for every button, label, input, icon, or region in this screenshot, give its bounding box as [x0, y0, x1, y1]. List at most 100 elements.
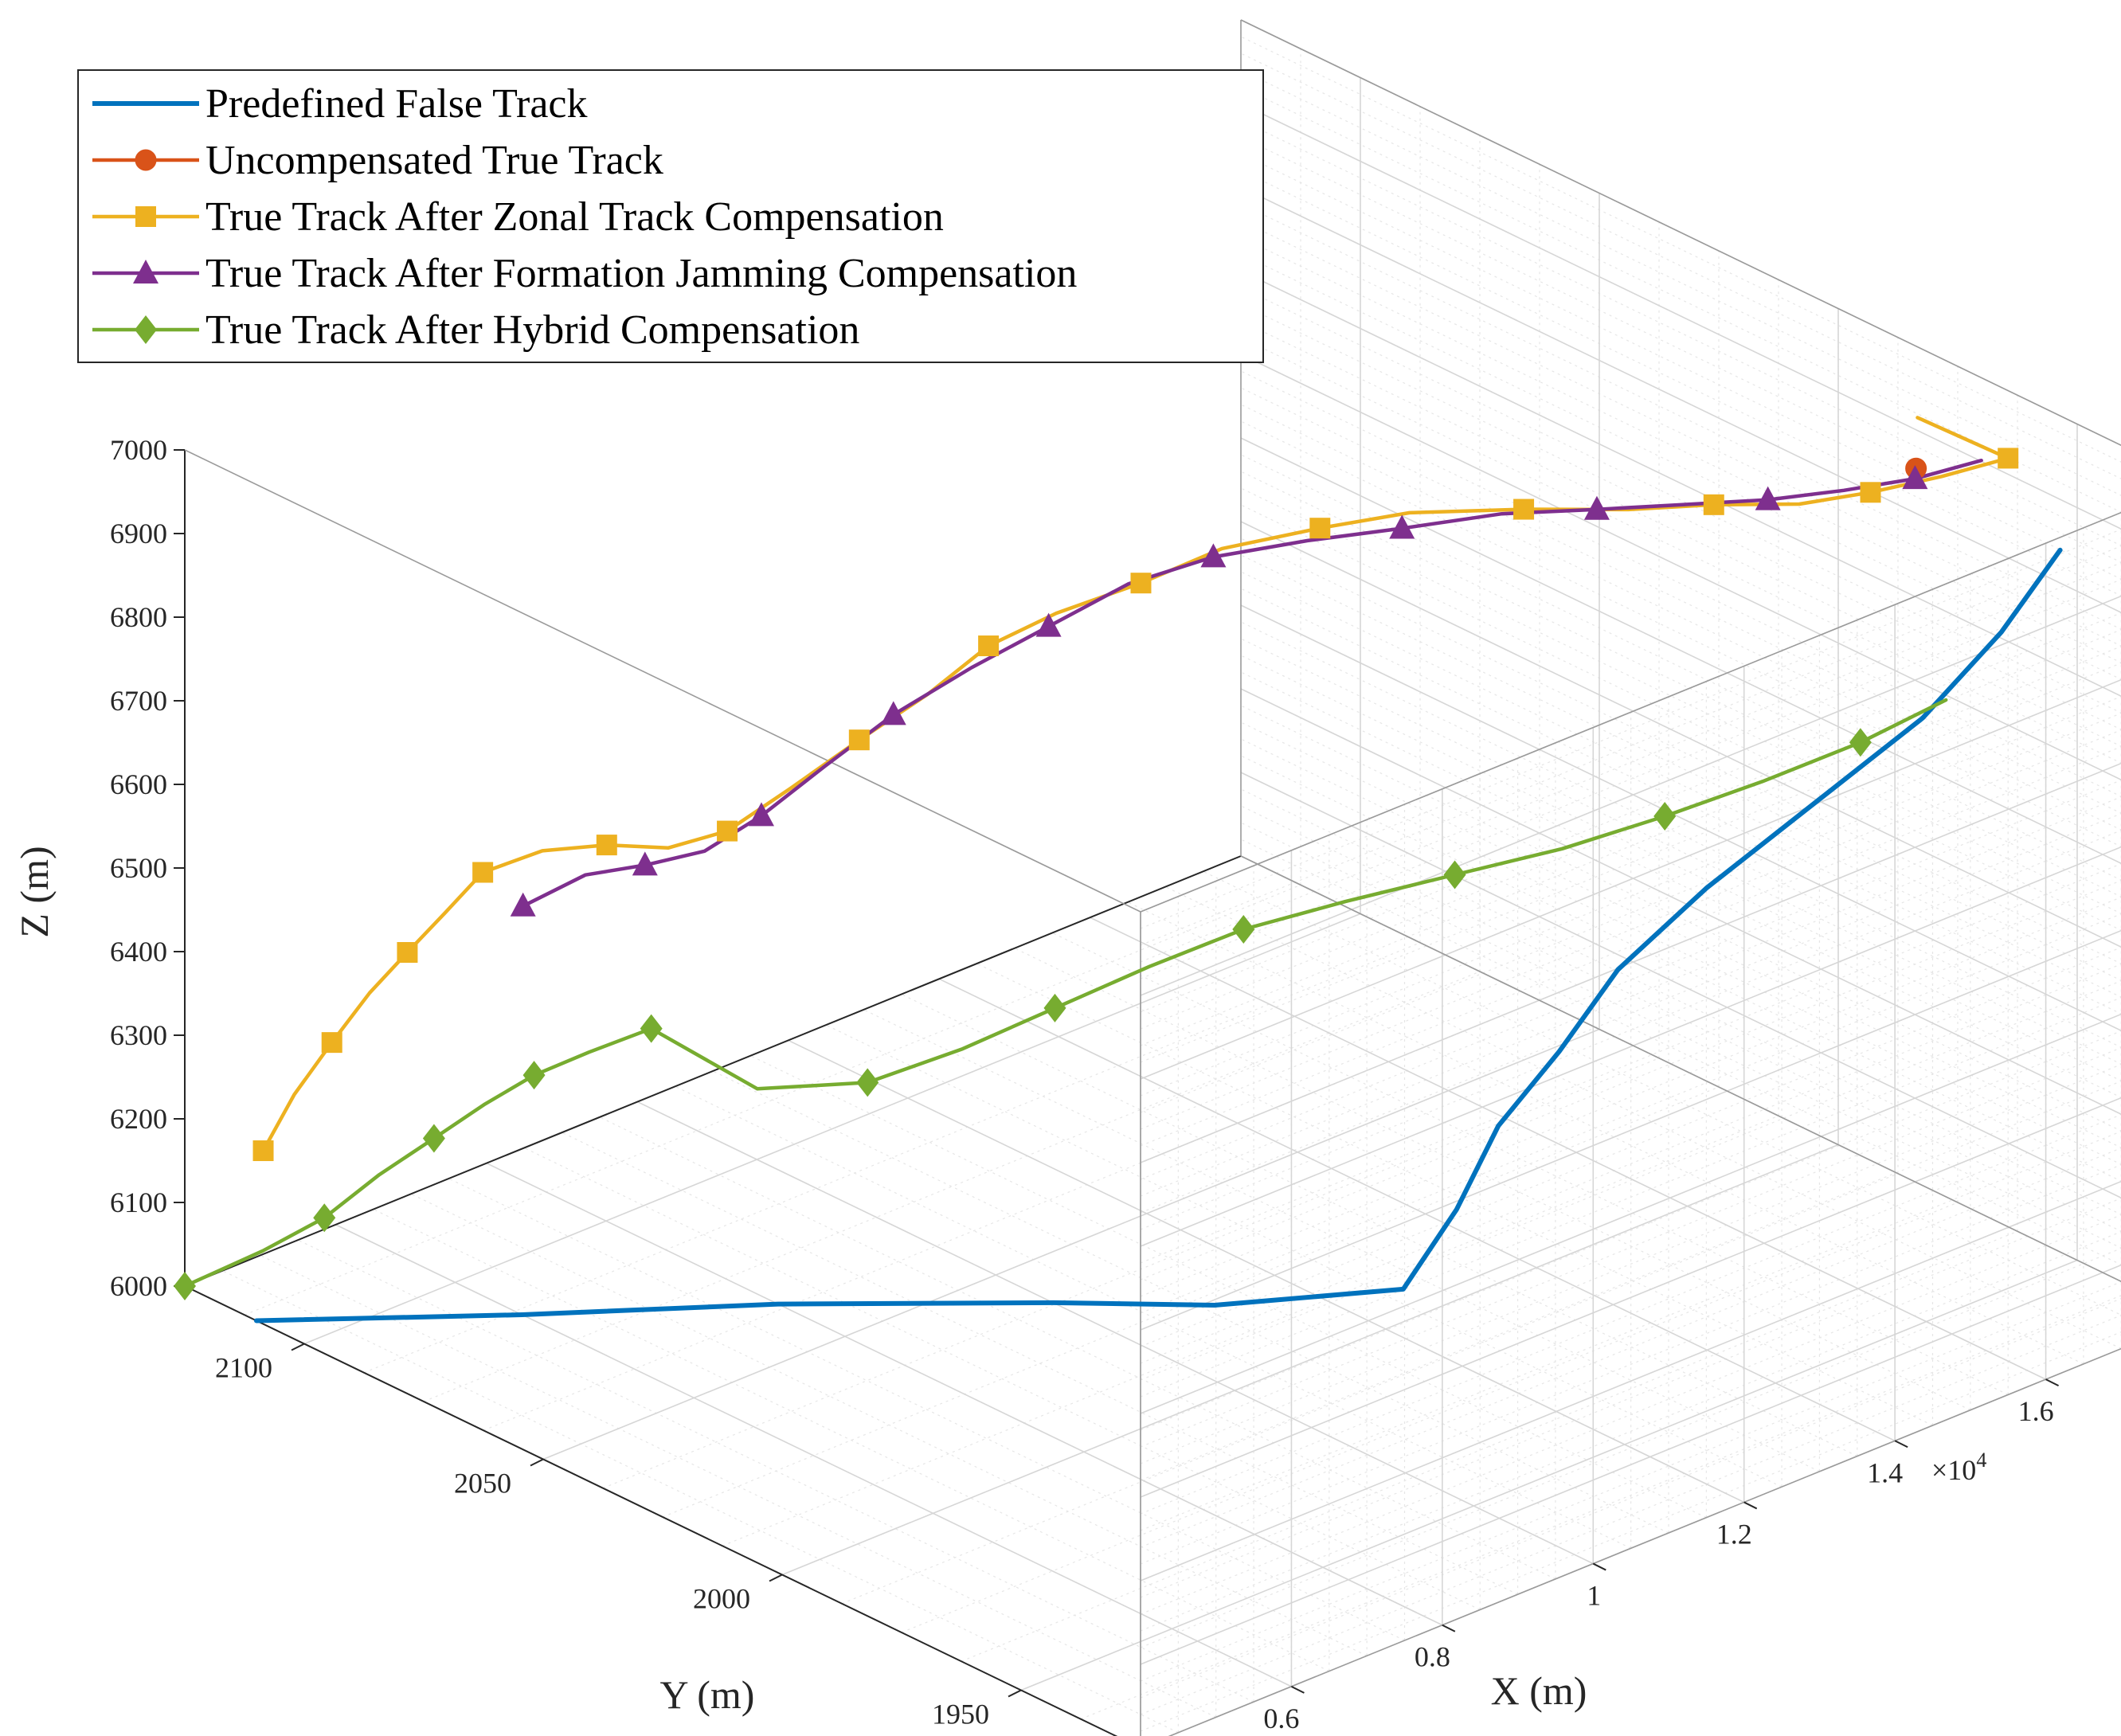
z-tick-label: 6000 [110, 1270, 167, 1302]
grid-minor-line [901, 994, 1858, 1457]
frame-edge [1240, 19, 2121, 446]
grid-minor-line [1140, 1148, 2121, 1548]
grid-major-line [1140, 1264, 2121, 1665]
grid-major-line [1240, 688, 2121, 1115]
series-marker-diamond [1443, 860, 1466, 890]
grid-major-line [303, 913, 1361, 1345]
series-layer [182, 416, 2063, 1324]
grid-minor-line [1140, 545, 2121, 946]
grid-minor-line [1240, 705, 2121, 1132]
grid-minor-line [562, 1132, 1518, 1595]
grid-minor-line [662, 1086, 1720, 1518]
grid-major-line [1240, 855, 2121, 1282]
grid-minor-line [1240, 621, 2121, 1048]
series-marker-diamond [640, 1014, 663, 1043]
grid-minor-line [1240, 237, 2121, 663]
grid-major-line [1140, 595, 2121, 996]
series-marker-square [717, 820, 738, 842]
grid-minor-line [1140, 1198, 2121, 1598]
y-tick-label: 2050 [454, 1468, 511, 1499]
series-line [521, 458, 1983, 909]
legend-label: True Track After Zonal Track Compensatio… [205, 194, 944, 240]
grid-minor-line [1140, 1331, 2121, 1732]
x-exponent-power: 4 [1976, 1449, 1986, 1472]
series-marker-diamond [135, 315, 157, 344]
series-marker-square [1130, 573, 1152, 594]
grid-minor-line [1140, 1164, 2121, 1565]
z-tick-label: 6100 [110, 1187, 167, 1218]
grid-major-line [1140, 846, 2121, 1247]
legend-label: Predefined False Track [205, 81, 587, 127]
grid-minor-line [260, 1254, 1216, 1718]
grid-minor-line [1140, 880, 2121, 1280]
grid-minor-line [1140, 980, 2121, 1381]
grid-minor-line [961, 1230, 2018, 1662]
grid-minor-line [1140, 596, 2121, 996]
grid-minor-line [1240, 655, 2121, 1081]
frame-edge [184, 449, 1141, 913]
grid-minor-line [1140, 1131, 2121, 1531]
grid-minor-line [1240, 571, 2121, 998]
grid-minor-line [1240, 220, 2121, 647]
legend-label: Uncompensated True Track [205, 138, 663, 183]
series-marker-diamond [174, 1272, 196, 1300]
grid-minor-line [1240, 53, 2121, 479]
x-axis-exponent: ×104 [1931, 1449, 1986, 1486]
tick-labels: 6000 6100 6200 6300 6400 6500 6600 6700 6800 6900… [110, 434, 2054, 1734]
legend-box [77, 69, 1264, 363]
grid-major-line [1140, 762, 2121, 1163]
frame-edge [1168, 1347, 2121, 1736]
x-tick-label: 0.8 [1415, 1641, 1450, 1673]
series-marker-square [1998, 448, 2019, 469]
x-exponent-base: ×10 [1931, 1454, 1976, 1486]
grid-minor-line [1240, 69, 2121, 496]
series-marker-square [848, 729, 870, 751]
x-tick [1894, 1440, 1908, 1449]
series-marker-triangle [632, 851, 658, 876]
series-marker-triangle [1200, 543, 1227, 568]
grid-major-line [1140, 678, 2121, 1080]
grid-minor-line [1240, 170, 2121, 596]
series-marker-diamond [1849, 728, 1872, 757]
y-tick [530, 1458, 544, 1467]
y-tick [291, 1343, 305, 1351]
legend-label: True Track After Formation Jamming Compe… [205, 251, 1077, 296]
series-marker-triangle [1035, 612, 1062, 637]
series-line [254, 547, 2063, 1324]
tick-marks [174, 449, 2060, 1698]
grid-major-line [486, 1162, 1443, 1626]
grid-minor-line [1240, 671, 2121, 1098]
grid-minor-line [1240, 839, 2121, 1265]
grid-minor-line [1240, 86, 2121, 513]
grid-major-line [1140, 1097, 2121, 1498]
series-marker-diamond [1232, 915, 1255, 944]
grid-minor-line [1140, 997, 2121, 1398]
x-tick-label: 0.6 [1263, 1703, 1299, 1734]
grid-minor-line [1240, 153, 2121, 580]
series-marker-diamond [422, 1124, 445, 1153]
grid-minor-line [1240, 538, 2121, 964]
series-marker-square [1703, 494, 1724, 515]
grid-major-line [788, 1039, 1745, 1503]
z-tick-label: 6200 [110, 1103, 167, 1135]
grid-minor-line [1140, 629, 2121, 1030]
grid-minor-line [1140, 1114, 2121, 1515]
series-marker-square [1860, 482, 1881, 503]
grid-minor-line [1240, 805, 2121, 1232]
x-tick-label: 1.6 [2018, 1395, 2054, 1427]
grid-major-line [1240, 772, 2121, 1198]
frame-edge [1240, 855, 2121, 1282]
grid-minor-line [1140, 913, 2121, 1314]
marker-layer [174, 448, 2019, 1300]
y-tick-label: 1950 [932, 1699, 989, 1730]
grid-minor-line [722, 1115, 1779, 1546]
grid-minor-line [1240, 855, 2121, 1282]
grid-minor-line [1140, 646, 2121, 1046]
grid-minor-line [1240, 822, 2121, 1249]
grid-minor-line [222, 1270, 1179, 1734]
grid-layer [184, 19, 2121, 1736]
grid-minor-line [712, 1070, 1669, 1534]
grid-major-line [1240, 354, 2121, 780]
series-marker-square [397, 942, 418, 964]
